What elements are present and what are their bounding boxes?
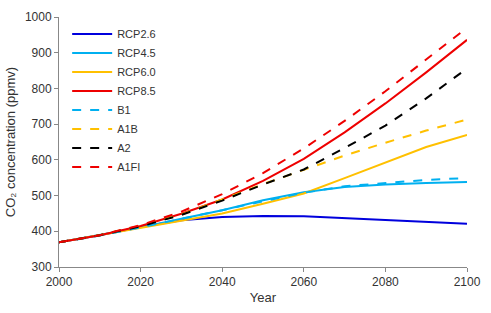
svg-text:B1: B1 bbox=[117, 104, 130, 116]
svg-text:900: 900 bbox=[32, 46, 52, 60]
svg-text:1000: 1000 bbox=[25, 10, 52, 24]
svg-text:A2: A2 bbox=[117, 142, 130, 154]
svg-text:800: 800 bbox=[32, 82, 52, 96]
svg-text:2100: 2100 bbox=[454, 275, 481, 289]
svg-text:RCP4.5: RCP4.5 bbox=[117, 47, 156, 59]
svg-text:300: 300 bbox=[32, 260, 52, 274]
svg-text:2040: 2040 bbox=[209, 275, 236, 289]
svg-text:A1B: A1B bbox=[117, 123, 138, 135]
svg-text:RCP6.0: RCP6.0 bbox=[117, 66, 156, 78]
svg-text:500: 500 bbox=[32, 189, 52, 203]
svg-text:CO₂ concentration (ppmv): CO₂ concentration (ppmv) bbox=[3, 67, 18, 217]
svg-text:2080: 2080 bbox=[372, 275, 399, 289]
svg-text:700: 700 bbox=[32, 117, 52, 131]
svg-text:400: 400 bbox=[32, 224, 52, 238]
svg-text:2060: 2060 bbox=[290, 275, 317, 289]
svg-text:2000: 2000 bbox=[46, 275, 73, 289]
svg-text:2020: 2020 bbox=[127, 275, 154, 289]
svg-text:600: 600 bbox=[32, 153, 52, 167]
svg-text:Year: Year bbox=[250, 290, 277, 305]
svg-text:A1FI: A1FI bbox=[117, 161, 140, 173]
svg-text:RCP2.6: RCP2.6 bbox=[117, 28, 156, 40]
svg-text:RCP8.5: RCP8.5 bbox=[117, 85, 156, 97]
